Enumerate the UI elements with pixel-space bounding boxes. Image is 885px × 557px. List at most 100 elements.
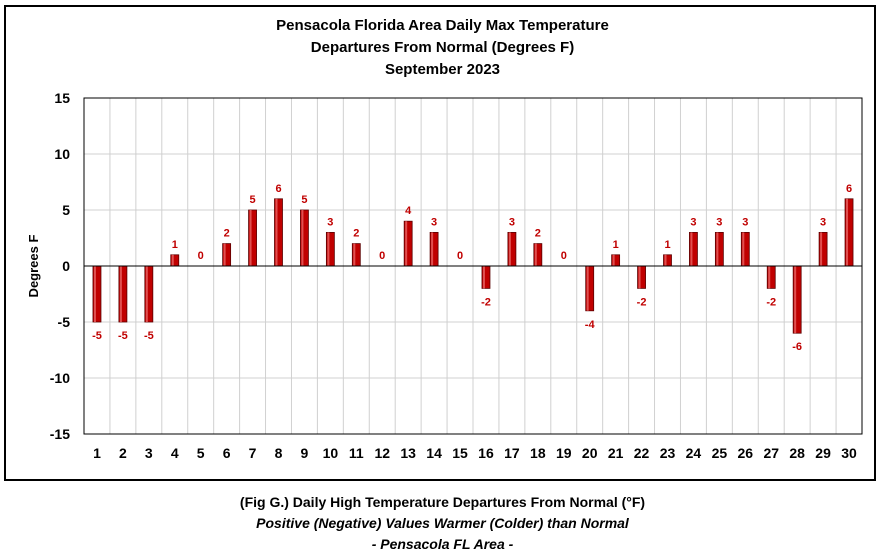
- bar-highlight: [690, 232, 693, 266]
- x-tick-label: 22: [634, 445, 650, 461]
- data-label: 3: [431, 216, 437, 228]
- x-tick-label: 27: [763, 445, 779, 461]
- x-tick-label: 1: [93, 445, 101, 461]
- data-label: 1: [613, 239, 619, 251]
- bar-highlight: [223, 243, 226, 266]
- bar-highlight: [145, 266, 148, 322]
- data-label: 2: [224, 228, 230, 240]
- x-tick-label: 18: [530, 445, 546, 461]
- data-label: 3: [327, 216, 333, 228]
- data-label: 1: [664, 239, 670, 251]
- y-tick-label: 15: [54, 90, 70, 106]
- bar-highlight: [768, 266, 771, 289]
- bar-highlight: [716, 232, 719, 266]
- bar-highlight: [119, 266, 122, 322]
- x-tick-label: 3: [145, 445, 153, 461]
- data-label: -2: [481, 296, 491, 308]
- chart-title-line1: Pensacola Florida Area Daily Max Tempera…: [276, 17, 609, 34]
- data-label: 4: [405, 205, 412, 217]
- data-label: 3: [742, 216, 748, 228]
- data-label: 1: [172, 239, 178, 251]
- x-tick-label: 11: [349, 445, 364, 461]
- data-label: -5: [92, 330, 102, 342]
- y-tick-label: 10: [54, 146, 70, 162]
- x-tick-label: 19: [556, 445, 572, 461]
- bar-highlight: [327, 232, 330, 266]
- data-label: 0: [379, 250, 385, 262]
- bar-highlight: [275, 198, 278, 266]
- caption-line2: Positive (Negative) Values Warmer (Colde…: [256, 515, 629, 531]
- x-tick-label: 7: [249, 445, 257, 461]
- data-label: -5: [144, 330, 154, 342]
- x-tick-label: 4: [171, 445, 179, 461]
- bar-highlight: [301, 210, 304, 266]
- x-tick-label: 15: [452, 445, 468, 461]
- x-tick-label: 20: [582, 445, 598, 461]
- bar-highlight: [93, 266, 96, 322]
- bar-highlight: [353, 243, 356, 266]
- x-tick-label: 24: [686, 445, 702, 461]
- data-label: 5: [301, 194, 307, 206]
- bar-highlight: [794, 266, 797, 334]
- x-tick-label: 2: [119, 445, 127, 461]
- x-tick-label: 12: [374, 445, 390, 461]
- data-label: -4: [585, 319, 596, 331]
- caption-line1: (Fig G.) Daily High Temperature Departur…: [239, 494, 646, 510]
- x-tick-label: 30: [841, 445, 857, 461]
- chart-title-line3: September 2023: [384, 61, 501, 78]
- data-label: 6: [275, 183, 281, 195]
- x-tick-label: 8: [275, 445, 283, 461]
- data-label: 3: [690, 216, 696, 228]
- chart-title-line2: Departures From Normal (Degrees F): [310, 39, 575, 56]
- bar-highlight: [586, 266, 589, 311]
- x-tick-label: 5: [197, 445, 205, 461]
- y-tick-label: 5: [62, 202, 70, 218]
- x-tick-label: 13: [400, 445, 416, 461]
- bar-highlight: [820, 232, 823, 266]
- x-tick-label: 26: [738, 445, 754, 461]
- x-tick-label: 9: [301, 445, 309, 461]
- x-tick-label: 16: [478, 445, 494, 461]
- caption-line3: - Pensacola FL Area -: [371, 536, 514, 552]
- y-tick-label: -5: [58, 314, 71, 330]
- data-label: -5: [118, 330, 128, 342]
- data-label: -2: [637, 296, 647, 308]
- bar-highlight: [846, 198, 849, 266]
- y-axis-label: Degrees F: [26, 235, 41, 298]
- y-tick-label: -15: [50, 426, 70, 442]
- data-label: 3: [716, 216, 722, 228]
- bar-highlight: [638, 266, 641, 289]
- bar-highlight: [508, 232, 511, 266]
- x-tick-label: 17: [504, 445, 520, 461]
- data-label: 6: [846, 183, 852, 195]
- x-tick-label: 25: [712, 445, 728, 461]
- bar-highlight: [171, 254, 174, 266]
- data-label: 0: [561, 250, 567, 262]
- x-tick-label: 29: [815, 445, 831, 461]
- bar-highlight: [664, 254, 667, 266]
- bar-highlight: [534, 243, 537, 266]
- data-label: -6: [792, 341, 802, 353]
- x-tick-label: 23: [660, 445, 676, 461]
- x-tick-label: 14: [426, 445, 442, 461]
- x-tick-label: 10: [323, 445, 339, 461]
- data-label: 5: [250, 194, 256, 206]
- bar-highlight: [742, 232, 745, 266]
- x-tick-label: 6: [223, 445, 231, 461]
- data-label: -2: [766, 296, 776, 308]
- data-label: 0: [198, 250, 204, 262]
- bar-highlight: [482, 266, 485, 289]
- data-label: 2: [535, 228, 541, 240]
- x-tick-label: 28: [789, 445, 805, 461]
- y-tick-label: 0: [62, 258, 70, 274]
- data-label: 3: [509, 216, 515, 228]
- data-label: 3: [820, 216, 826, 228]
- data-label: 2: [353, 228, 359, 240]
- data-label: 0: [457, 250, 463, 262]
- bar-highlight: [249, 210, 252, 266]
- x-tick-label: 21: [608, 445, 624, 461]
- bar-highlight: [612, 254, 615, 266]
- y-tick-label: -10: [50, 370, 70, 386]
- bar-highlight: [431, 232, 434, 266]
